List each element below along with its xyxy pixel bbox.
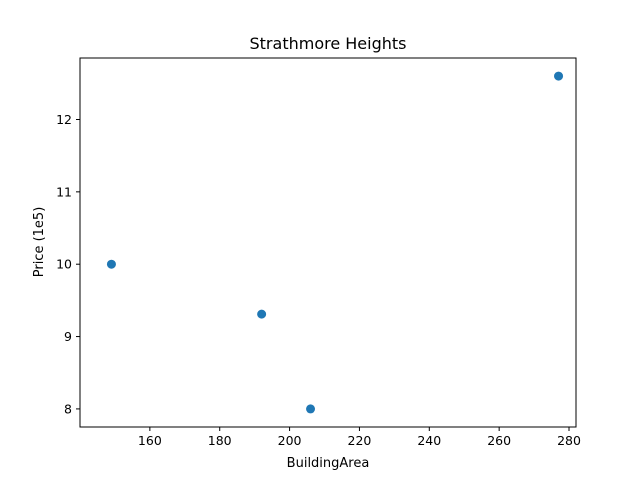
data-point — [306, 404, 316, 414]
data-point — [257, 309, 267, 319]
x-tick-label: 180 — [208, 433, 232, 448]
x-tick-label: 260 — [487, 433, 511, 448]
data-point — [554, 71, 564, 81]
y-axis: 8 9 10 11 12 — [56, 112, 80, 416]
x-tick-label: 280 — [557, 433, 581, 448]
y-tick-label: 8 — [64, 401, 72, 416]
y-tick-label: 10 — [56, 257, 72, 272]
data-point — [106, 259, 116, 269]
x-tick-label: 220 — [348, 433, 372, 448]
y-tick-label: 12 — [56, 112, 72, 127]
y-tick-label: 9 — [64, 329, 72, 344]
x-tick-label: 160 — [138, 433, 162, 448]
y-tick-label: 11 — [56, 184, 72, 199]
chart-title: Strathmore Heights — [250, 34, 407, 53]
x-axis: 160 180 200 220 240 260 280 — [138, 427, 581, 448]
data-points — [106, 71, 564, 414]
x-tick-label: 200 — [278, 433, 302, 448]
x-axis-label: BuildingArea — [287, 456, 370, 471]
x-tick-label: 240 — [417, 433, 441, 448]
plot-area-frame — [79, 57, 577, 428]
y-axis-label: Price (1e5) — [32, 207, 47, 278]
